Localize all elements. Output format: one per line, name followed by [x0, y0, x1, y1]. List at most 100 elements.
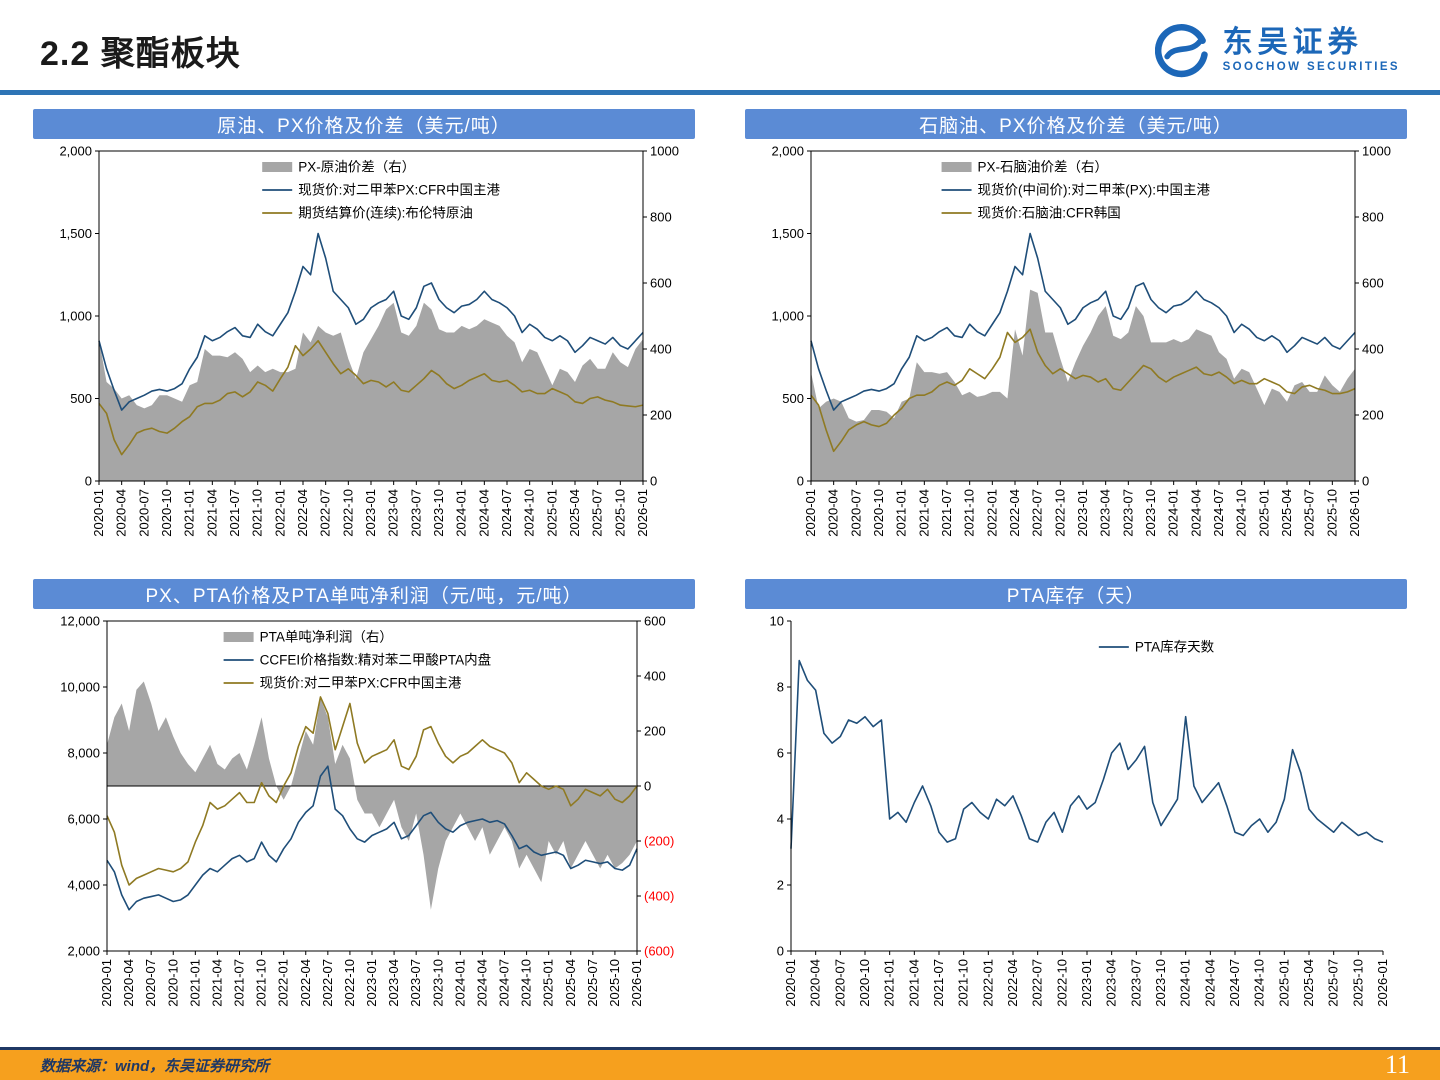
- svg-text:2021-04: 2021-04: [209, 959, 224, 1007]
- svg-text:2022-10: 2022-10: [340, 489, 355, 537]
- svg-text:2024-07: 2024-07: [497, 959, 512, 1007]
- svg-text:2022-10: 2022-10: [1054, 959, 1069, 1007]
- svg-text:2021-10: 2021-10: [254, 959, 269, 1007]
- svg-text:2024-01: 2024-01: [454, 489, 469, 537]
- page-footer: 数据来源：wind，东吴证券研究所 11: [0, 1047, 1440, 1080]
- svg-text:2023-01: 2023-01: [1075, 489, 1090, 537]
- svg-text:200: 200: [644, 724, 666, 739]
- svg-text:(200): (200): [644, 834, 674, 849]
- svg-text:10: 10: [770, 615, 784, 629]
- svg-text:2022-07: 2022-07: [318, 489, 333, 537]
- svg-text:2024-01: 2024-01: [1178, 959, 1193, 1007]
- svg-text:2024-10: 2024-10: [1252, 959, 1267, 1007]
- svg-text:2020-10: 2020-10: [165, 959, 180, 1007]
- svg-text:PTA单吨净利润（右）: PTA单吨净利润（右）: [260, 630, 393, 645]
- svg-text:2025-10: 2025-10: [612, 489, 627, 537]
- svg-text:2025-04: 2025-04: [1279, 489, 1294, 537]
- svg-text:2020-01: 2020-01: [99, 959, 114, 1007]
- svg-text:2020-01: 2020-01: [91, 489, 106, 537]
- svg-text:0: 0: [650, 474, 657, 489]
- chart-title: PTA库存（天）: [1006, 585, 1146, 607]
- svg-text:2022-04: 2022-04: [1005, 959, 1020, 1007]
- svg-text:2021-04: 2021-04: [906, 959, 921, 1007]
- page-header: 2.2 聚酯板块 东吴证券 SOOCHOW SECURITIES: [0, 0, 1440, 90]
- chart-panel-px-pta-profit: PX、PTA价格及PTA单吨净利润（元/吨，元/吨） 2,000 4,000 6,0…: [33, 579, 695, 1035]
- svg-text:2026-01: 2026-01: [1347, 489, 1362, 537]
- svg-text:0: 0: [777, 944, 784, 959]
- svg-text:2020-04: 2020-04: [808, 959, 823, 1007]
- svg-text:2023-10: 2023-10: [1143, 489, 1158, 537]
- svg-text:0: 0: [797, 474, 804, 489]
- page-title: 2.2 聚酯板块: [40, 34, 241, 73]
- svg-text:现货价:对二甲苯PX:CFR中国主港: 现货价:对二甲苯PX:CFR中国主港: [260, 675, 462, 691]
- svg-text:10,000: 10,000: [60, 680, 100, 695]
- svg-text:2021-07: 2021-07: [227, 489, 242, 537]
- svg-text:2021-10: 2021-10: [250, 489, 265, 537]
- svg-text:2025-01: 2025-01: [1276, 959, 1291, 1007]
- data-source-note: 数据来源：wind，东吴证券研究所: [40, 1057, 270, 1075]
- svg-text:2025-07: 2025-07: [1326, 959, 1341, 1007]
- svg-text:2021-07: 2021-07: [931, 959, 946, 1007]
- chart-title: 石脑油、PX价格及价差（美元/吨）: [919, 115, 1233, 137]
- svg-text:0: 0: [644, 779, 651, 794]
- svg-text:2026-01: 2026-01: [635, 489, 650, 537]
- svg-text:1,500: 1,500: [59, 226, 92, 241]
- svg-text:6: 6: [777, 746, 784, 761]
- svg-text:2023-04: 2023-04: [386, 489, 401, 537]
- svg-text:2020-10: 2020-10: [159, 489, 174, 537]
- svg-text:200: 200: [1362, 408, 1384, 423]
- svg-text:0: 0: [1362, 474, 1369, 489]
- svg-text:600: 600: [650, 276, 672, 291]
- svg-text:1,500: 1,500: [771, 226, 804, 241]
- svg-text:2021-01: 2021-01: [182, 489, 197, 537]
- svg-text:2023-10: 2023-10: [430, 959, 445, 1007]
- chart-panel-crude-px: 原油、PX价格及价差（美元/吨） 0 500 1,000 1,500 2,000 0 200…: [33, 109, 695, 565]
- svg-text:12,000: 12,000: [60, 615, 100, 629]
- chart-panel-pta-inventory: PTA库存（天） 0 2 4 6 8 10 2020-01 2020-04 2020-07 202…: [745, 579, 1407, 1035]
- svg-text:2020-07: 2020-07: [143, 959, 158, 1007]
- svg-text:2,000: 2,000: [67, 944, 100, 959]
- svg-text:现货价:对二甲苯PX:CFR中国主港: 现货价:对二甲苯PX:CFR中国主港: [298, 182, 500, 198]
- svg-text:4: 4: [777, 812, 784, 827]
- svg-text:2023-04: 2023-04: [386, 959, 401, 1007]
- svg-text:2021-01: 2021-01: [882, 959, 897, 1007]
- soochow-logo-icon: [1154, 24, 1208, 78]
- svg-text:2023-10: 2023-10: [1153, 959, 1168, 1007]
- svg-text:2022-07: 2022-07: [1030, 489, 1045, 537]
- svg-text:2025-01: 2025-01: [541, 959, 556, 1007]
- pta-inventory-chart: 0 2 4 6 8 10 2020-01 2020-04 2020-07 2020-10 2021-…: [745, 615, 1407, 1035]
- svg-text:2023-04: 2023-04: [1098, 489, 1113, 537]
- svg-text:400: 400: [650, 342, 672, 357]
- svg-text:2022-01: 2022-01: [984, 489, 999, 537]
- svg-text:2025-10: 2025-10: [1324, 489, 1339, 537]
- svg-text:2022-01: 2022-01: [980, 959, 995, 1007]
- svg-text:2022-04: 2022-04: [295, 489, 310, 537]
- logo-en: SOOCHOW SECURITIES: [1222, 61, 1400, 74]
- svg-text:2021-04: 2021-04: [204, 489, 219, 537]
- svg-text:8,000: 8,000: [67, 746, 100, 761]
- soochow-logo: 东吴证券 SOOCHOW SECURITIES: [1154, 22, 1400, 78]
- svg-text:2022-01: 2022-01: [276, 959, 291, 1007]
- svg-text:2020-07: 2020-07: [848, 489, 863, 537]
- svg-text:200: 200: [650, 408, 672, 423]
- svg-text:2023-07: 2023-07: [1120, 489, 1135, 537]
- svg-text:2021-07: 2021-07: [232, 959, 247, 1007]
- svg-text:2020-07: 2020-07: [832, 959, 847, 1007]
- svg-text:2022-04: 2022-04: [298, 959, 313, 1007]
- svg-text:2022-01: 2022-01: [272, 489, 287, 537]
- svg-text:2025-07: 2025-07: [1302, 489, 1317, 537]
- svg-text:2023-07: 2023-07: [408, 489, 423, 537]
- svg-text:2023-10: 2023-10: [431, 489, 446, 537]
- svg-text:2021-07: 2021-07: [939, 489, 954, 537]
- svg-text:8: 8: [777, 680, 784, 695]
- chart-panel-naphtha-px: 石脑油、PX价格及价差（美元/吨） 0 500 1,000 1,500 2,000 0 20…: [745, 109, 1407, 565]
- svg-text:500: 500: [782, 391, 804, 406]
- svg-text:1000: 1000: [650, 145, 679, 159]
- header-divider: [0, 90, 1440, 95]
- footer-divider: [0, 1047, 1440, 1050]
- svg-text:2021-04: 2021-04: [916, 489, 931, 537]
- crude-px-spread-chart: 0 500 1,000 1,500 2,000 0 200 400 600 800 1000 2020…: [33, 145, 695, 565]
- svg-text:2026-01: 2026-01: [1375, 959, 1390, 1007]
- svg-text:2020-04: 2020-04: [114, 489, 129, 537]
